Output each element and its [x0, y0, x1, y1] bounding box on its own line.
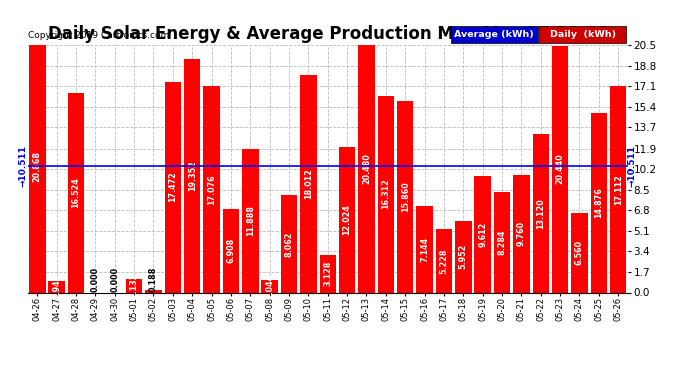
- Text: 13.120: 13.120: [536, 198, 545, 229]
- Text: 15.860: 15.860: [401, 182, 410, 212]
- Text: 17.472: 17.472: [168, 172, 177, 202]
- Text: →10.511: →10.511: [19, 145, 28, 187]
- Bar: [513, 175, 530, 292]
- Text: 1.044: 1.044: [265, 274, 274, 299]
- Bar: [223, 209, 239, 292]
- Text: 6.908: 6.908: [226, 238, 235, 263]
- Bar: [475, 177, 491, 292]
- Text: 1.132: 1.132: [130, 273, 139, 298]
- Text: 16.312: 16.312: [382, 178, 391, 209]
- Bar: [339, 147, 355, 292]
- Text: 5.228: 5.228: [440, 248, 449, 274]
- Bar: [571, 213, 588, 292]
- Bar: [494, 192, 511, 292]
- Bar: [242, 149, 259, 292]
- Bar: [533, 134, 549, 292]
- Bar: [397, 101, 413, 292]
- Bar: [435, 230, 452, 292]
- Bar: [145, 290, 161, 292]
- Text: 3.128: 3.128: [323, 261, 333, 286]
- Bar: [126, 279, 142, 292]
- Bar: [358, 45, 375, 292]
- Bar: [262, 280, 278, 292]
- Bar: [300, 75, 317, 292]
- Text: 16.524: 16.524: [72, 177, 81, 208]
- Text: 17.112: 17.112: [613, 174, 622, 205]
- Text: 6.560: 6.560: [575, 240, 584, 266]
- Bar: [184, 59, 200, 292]
- Text: 0.188: 0.188: [149, 267, 158, 292]
- Text: 19.352: 19.352: [188, 160, 197, 191]
- Text: Daily  (kWh): Daily (kWh): [549, 30, 615, 39]
- Bar: [591, 113, 607, 292]
- Bar: [29, 40, 46, 292]
- Bar: [68, 93, 84, 292]
- Bar: [610, 86, 627, 292]
- Bar: [281, 195, 297, 292]
- Text: 18.012: 18.012: [304, 168, 313, 199]
- Title: Daily Solar Energy & Average Production Mon May 27 20:08: Daily Solar Energy & Average Production …: [48, 26, 608, 44]
- Bar: [539, 27, 626, 42]
- Bar: [416, 206, 433, 292]
- Bar: [451, 27, 538, 42]
- Text: 12.024: 12.024: [343, 204, 352, 236]
- Text: 20.480: 20.480: [362, 153, 371, 184]
- Text: 7.144: 7.144: [420, 237, 429, 262]
- Text: 14.876: 14.876: [594, 188, 603, 218]
- Bar: [377, 96, 394, 292]
- Text: 5.952: 5.952: [459, 244, 468, 269]
- Text: 0.940: 0.940: [52, 274, 61, 299]
- Text: 9.612: 9.612: [478, 222, 487, 247]
- Text: 20.868: 20.868: [33, 151, 42, 182]
- Text: 11.888: 11.888: [246, 205, 255, 236]
- Bar: [319, 255, 336, 292]
- Text: 20.440: 20.440: [555, 154, 564, 184]
- Text: 0.000: 0.000: [91, 267, 100, 292]
- Bar: [552, 46, 569, 292]
- Text: 17.076: 17.076: [207, 174, 216, 205]
- Text: →10.511: →10.511: [628, 145, 637, 187]
- Text: Copyright 2019 Cartronics.com: Copyright 2019 Cartronics.com: [28, 31, 169, 40]
- Bar: [455, 220, 471, 292]
- Bar: [204, 86, 220, 292]
- Text: Average (kWh): Average (kWh): [455, 30, 534, 39]
- Text: 0.000: 0.000: [110, 267, 119, 292]
- Bar: [48, 281, 65, 292]
- Text: 9.760: 9.760: [517, 221, 526, 246]
- Text: 8.062: 8.062: [284, 231, 293, 256]
- Text: 8.284: 8.284: [497, 230, 506, 255]
- Bar: [165, 81, 181, 292]
